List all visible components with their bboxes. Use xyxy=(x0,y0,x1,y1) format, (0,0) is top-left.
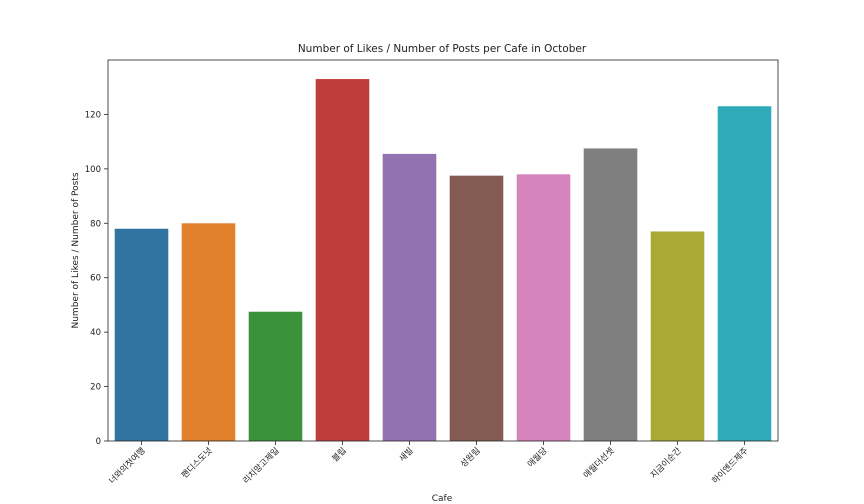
y-axis: 0 20 40 60 80 100 120 xyxy=(85,110,108,447)
x-tick-label-5: 성원림 xyxy=(458,445,482,469)
y-tick-label-3: 60 xyxy=(90,274,101,284)
bar-1 xyxy=(181,223,236,441)
bar-0 xyxy=(114,228,169,441)
x-tick-label-4: 새빌 xyxy=(397,445,416,464)
y-tick-label-4: 80 xyxy=(90,219,101,229)
x-tick-label-9: 하이엔드제주 xyxy=(710,445,751,486)
x-tick-label-7: 애월더선셋 xyxy=(581,445,617,481)
bar-2 xyxy=(248,311,303,441)
x-tick-label-1: 팬디스도넛 xyxy=(180,446,215,481)
bar-7 xyxy=(583,148,638,441)
bar-5 xyxy=(449,175,504,441)
bar-9 xyxy=(717,106,772,441)
y-tick-label-6: 120 xyxy=(85,110,101,120)
y-tick-label-5: 100 xyxy=(85,165,101,175)
x-axis-label: Cafe xyxy=(432,494,453,504)
y-axis-label: Number of Likes / Number of Posts xyxy=(71,172,81,328)
chart-title: Number of Likes / Number of Posts per Ca… xyxy=(298,43,587,55)
bar-3 xyxy=(315,79,370,442)
y-tick-label-2: 40 xyxy=(90,328,101,338)
bar-8 xyxy=(650,231,705,441)
bars-group xyxy=(114,79,772,442)
y-tick-label-0: 0 xyxy=(96,437,101,447)
x-axis: 너와의첫여행 팬디스도넛 리치망고제일 블립 새빌 성원림 애월당 애월더선셋 지금이순간 하이엔… xyxy=(107,441,751,486)
x-tick-label-8: 지금이순간 xyxy=(648,445,684,481)
x-tick-label-0: 너와의첫여행 xyxy=(107,445,148,486)
x-tick-label-2: 리치망고제일 xyxy=(241,445,282,486)
bar-6 xyxy=(516,174,571,442)
x-tick-label-6: 애월당 xyxy=(525,445,549,469)
y-tick-label-1: 20 xyxy=(90,383,101,393)
x-tick-label-3: 블립 xyxy=(330,445,349,464)
bar-4 xyxy=(382,153,437,441)
plot-frame xyxy=(107,59,779,442)
